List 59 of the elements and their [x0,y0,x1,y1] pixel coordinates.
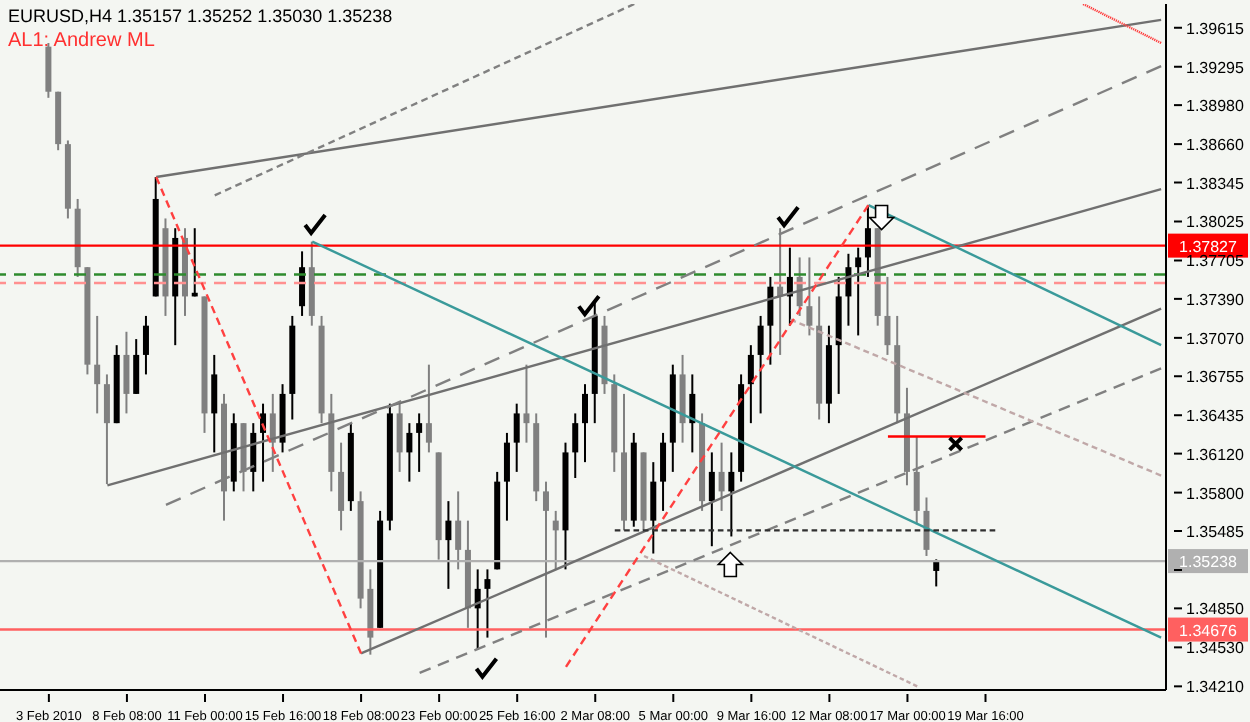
candlestick [513,402,520,473]
candlestick [142,314,149,376]
y-tick-label: 1.38025 [1186,213,1245,232]
candlestick [650,461,657,555]
candlestick [689,373,696,454]
candlestick [211,353,218,454]
y-tick-label: 1.35800 [1186,484,1245,503]
candlestick [523,363,530,444]
y-tick-label: 1.34530 [1186,639,1245,658]
candlestick [767,275,774,366]
candlestick [855,246,862,337]
candlestick [396,402,403,473]
ref-line-label: 1.37827 [1179,237,1239,256]
candlestick [660,431,667,512]
candlestick [582,383,588,464]
y-tick-label: 1.39615 [1186,19,1245,38]
y-tick-label: 1.34210 [1186,678,1245,697]
y-tick-label: 1.39295 [1186,58,1245,77]
candlestick [884,275,891,356]
annotation: AL1: Andrew ML [8,30,155,52]
candlestick [455,490,462,571]
candlestick [425,363,432,454]
candlestick [933,558,940,588]
y-tick-label: 1.37705 [1186,252,1245,271]
candlestick [94,314,101,415]
y-tick-label: 1.38345 [1186,174,1245,193]
candlestick [133,338,140,395]
ref-line-label: 1.34676 [1179,621,1239,640]
y-tick-label: 1.36435 [1186,407,1245,426]
y-tick-label: 1.37070 [1186,329,1245,348]
candlestick [406,422,413,483]
candlestick [572,412,579,479]
y-tick-label: 1.36120 [1186,445,1245,464]
candlestick [484,568,491,639]
candlestick [747,344,754,425]
candlestick [269,392,276,473]
candlestick [552,509,559,571]
candlestick [445,500,452,590]
y-tick-label: 1.37390 [1186,290,1245,309]
candlestick [123,330,130,415]
ref-line-label: 1.35238 [1179,553,1239,572]
candlestick [718,441,725,512]
candlestick [416,412,423,473]
candlestick [103,373,110,486]
candlestick [757,314,764,415]
y-tick-label: 1.38980 [1186,97,1245,116]
candlestick [542,480,549,639]
y-tick-label: 1.38660 [1186,136,1245,155]
candlestick [708,451,715,548]
candlestick [45,41,52,99]
y-tick-label: 1.35485 [1186,522,1245,541]
candlestick [728,451,735,538]
candlestick [806,256,813,337]
candlestick [503,431,510,522]
y-tick-label: 1.36755 [1186,368,1245,387]
candlestick [338,441,345,532]
candlestick [913,435,920,526]
y-tick-label: 1.34850 [1186,600,1245,619]
chart-title: EURUSD,H4 1.35157 1.35252 1.35030 1.35238 [8,6,393,26]
